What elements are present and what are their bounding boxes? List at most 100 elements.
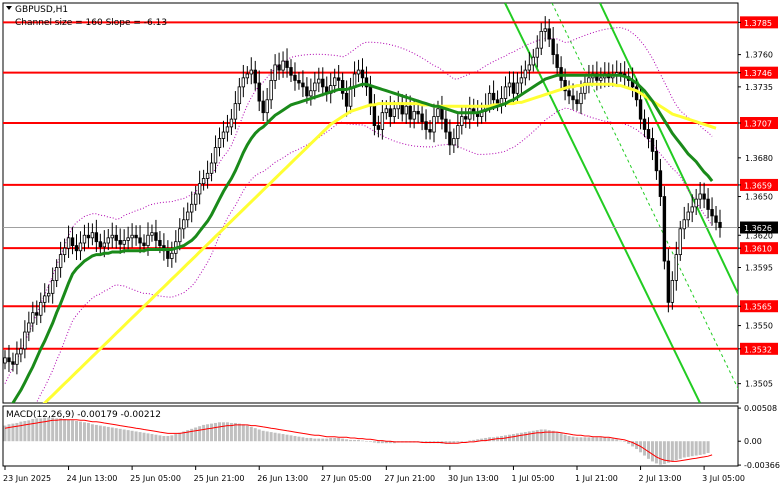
candle-body-47 bbox=[189, 203, 194, 213]
macd-signal-line bbox=[4, 419, 713, 462]
macd-bar-6 bbox=[27, 420, 31, 442]
candle-body-162 bbox=[646, 129, 651, 139]
candle-body-75 bbox=[301, 82, 305, 88]
level-tag-1.3785 bbox=[740, 16, 778, 29]
horizontal-levels: 1.3785 1.3746 1.3707 1.3659 1.3610 1.3565 1.35… bbox=[3, 16, 778, 355]
candle-body-95 bbox=[380, 112, 385, 130]
candle-body-11 bbox=[46, 292, 51, 297]
macd-bar-58 bbox=[233, 422, 237, 442]
candle-body-50 bbox=[201, 178, 206, 185]
candle-body-129 bbox=[515, 82, 520, 94]
macd-bar-57 bbox=[229, 422, 233, 442]
collapse-triangle-icon[interactable] bbox=[6, 6, 12, 10]
time-tick-label-1: 24 Jun 13:00 bbox=[67, 474, 118, 483]
macd-bar-149 bbox=[595, 437, 599, 442]
macd-bar-23 bbox=[94, 424, 98, 442]
macd-bar-73 bbox=[293, 436, 297, 442]
macd-tick-label-1: 0.00 bbox=[744, 437, 762, 446]
macd-bar-26 bbox=[106, 426, 110, 442]
candle-body-73 bbox=[293, 74, 297, 81]
candle-body-90 bbox=[360, 69, 365, 79]
macd-bar-11 bbox=[47, 417, 51, 442]
macd-label: MACD(12,26,9) -0.00179 -0.00212 bbox=[6, 410, 161, 420]
candle-body-69 bbox=[277, 64, 281, 71]
macd-bar-163 bbox=[650, 441, 654, 462]
candle-body-127 bbox=[507, 82, 512, 88]
macd-bar-135 bbox=[539, 429, 543, 442]
macd-bar-32 bbox=[130, 430, 134, 442]
macd-bar-112 bbox=[448, 441, 452, 444]
macd-tick-label-0: 0.00508 bbox=[744, 404, 777, 413]
candle-body-139 bbox=[555, 54, 559, 68]
macd-bar-84 bbox=[337, 437, 341, 442]
macd-bar-154 bbox=[615, 439, 619, 442]
candle-body-115 bbox=[460, 116, 464, 126]
candle-body-22 bbox=[90, 232, 95, 239]
macd-bar-164 bbox=[654, 441, 658, 464]
macd-bar-49 bbox=[198, 426, 202, 442]
candle-body-112 bbox=[448, 131, 452, 146]
candle-body-3 bbox=[15, 353, 19, 365]
time-tick-label-6: 27 Jun 21:00 bbox=[384, 474, 435, 483]
macd-bar-87 bbox=[349, 439, 353, 442]
candle-body-141 bbox=[563, 80, 567, 92]
macd-bar-50 bbox=[202, 424, 206, 442]
macd-bar-30 bbox=[122, 429, 126, 442]
candle-body-70 bbox=[281, 60, 285, 71]
macd-bar-116 bbox=[464, 441, 468, 442]
candle-body-111 bbox=[444, 118, 448, 133]
macd-bar-141 bbox=[563, 434, 567, 442]
candle-body-88 bbox=[352, 73, 357, 88]
macd-bar-162 bbox=[647, 441, 650, 459]
level-tag-text-1.3785: 1.3785 bbox=[744, 19, 772, 28]
candle-body-78 bbox=[313, 82, 317, 92]
candle-body-96 bbox=[384, 108, 389, 114]
candle-body-168 bbox=[670, 280, 675, 303]
candle-body-58 bbox=[233, 103, 238, 120]
macd-bar-143 bbox=[571, 436, 575, 442]
channel-line-2 bbox=[551, 3, 738, 390]
macd-bar-128 bbox=[511, 434, 515, 442]
macd-bar-19 bbox=[78, 421, 82, 442]
candle-body-177 bbox=[706, 198, 710, 210]
macd-bar-41 bbox=[166, 436, 170, 442]
level-tag-text-1.3707: 1.3707 bbox=[744, 120, 772, 129]
macd-bar-158 bbox=[631, 441, 635, 447]
macd-bar-170 bbox=[678, 441, 682, 459]
macd-bar-20 bbox=[82, 422, 86, 442]
candle-body-23 bbox=[94, 232, 99, 243]
macd-bar-62 bbox=[249, 426, 253, 442]
candle-body-143 bbox=[571, 95, 575, 101]
candle-body-131 bbox=[523, 69, 528, 79]
macd-bar-13 bbox=[55, 418, 59, 442]
macd-bar-147 bbox=[587, 437, 591, 442]
macd-bar-80 bbox=[321, 438, 325, 442]
macd-bar-9 bbox=[39, 418, 43, 442]
candle-body-7 bbox=[31, 312, 35, 324]
candle-body-32 bbox=[130, 234, 134, 239]
macd-bar-71 bbox=[285, 434, 289, 442]
candle-body-65 bbox=[261, 100, 265, 114]
candle-body-166 bbox=[662, 196, 667, 262]
macd-tick-label-2: -0.00366 bbox=[744, 461, 780, 470]
candle-body-6 bbox=[27, 322, 31, 333]
macd-bar-137 bbox=[547, 430, 551, 442]
macd-bar-159 bbox=[635, 441, 639, 450]
macd-bar-4 bbox=[19, 421, 23, 442]
candle-body-29 bbox=[118, 240, 122, 245]
candle-body-97 bbox=[388, 108, 393, 117]
macd-bar-96 bbox=[384, 441, 388, 444]
candle-body-37 bbox=[150, 232, 154, 236]
macd-bar-28 bbox=[114, 428, 118, 442]
candle-body-5 bbox=[23, 331, 27, 350]
macd-axis: 0.00508 0.00 -0.00366 bbox=[738, 404, 780, 470]
macd-bar-129 bbox=[515, 433, 519, 442]
candle-body-164 bbox=[654, 150, 659, 172]
candle-body-63 bbox=[253, 69, 257, 84]
candle-body-9 bbox=[39, 301, 43, 316]
macd-bar-48 bbox=[194, 427, 198, 442]
macd-bar-94 bbox=[376, 441, 380, 444]
macd-bar-22 bbox=[90, 424, 94, 442]
candle-body-145 bbox=[579, 92, 583, 105]
candle-body-144 bbox=[575, 99, 579, 105]
